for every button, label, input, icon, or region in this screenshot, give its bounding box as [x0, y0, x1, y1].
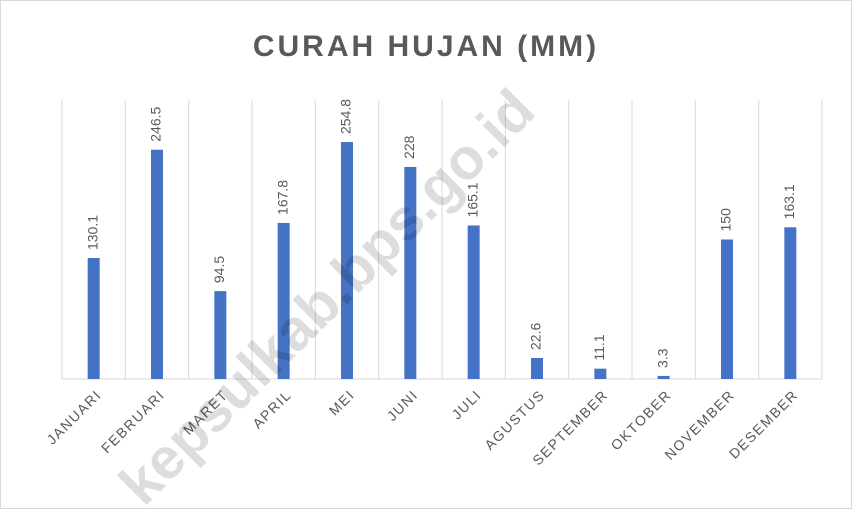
data-label: 3.3: [654, 348, 670, 368]
data-label: 22.6: [528, 323, 544, 350]
data-label: 165.1: [464, 182, 480, 217]
data-label: 94.5: [211, 256, 227, 283]
bar: [594, 368, 607, 379]
bar: [657, 375, 670, 379]
data-label: 254.8: [338, 99, 354, 134]
data-label: 11.1: [591, 334, 607, 360]
data-label: 130.1: [84, 215, 100, 250]
bar: [531, 357, 543, 379]
bar: [784, 227, 797, 379]
data-label: 228: [401, 135, 417, 159]
data-label: 150: [718, 208, 734, 232]
bar: [214, 291, 227, 379]
bar: [341, 142, 353, 379]
data-label: 163.1: [781, 184, 797, 219]
bar: [277, 222, 290, 379]
bar: [467, 225, 480, 379]
bar: [151, 149, 163, 379]
chart-title: CURAH HUJAN (MM): [253, 30, 599, 63]
data-label: 246.5: [148, 107, 164, 142]
bar: [87, 258, 100, 379]
bar: [404, 166, 417, 379]
data-label: 167.8: [274, 180, 290, 215]
bar: [721, 239, 733, 379]
